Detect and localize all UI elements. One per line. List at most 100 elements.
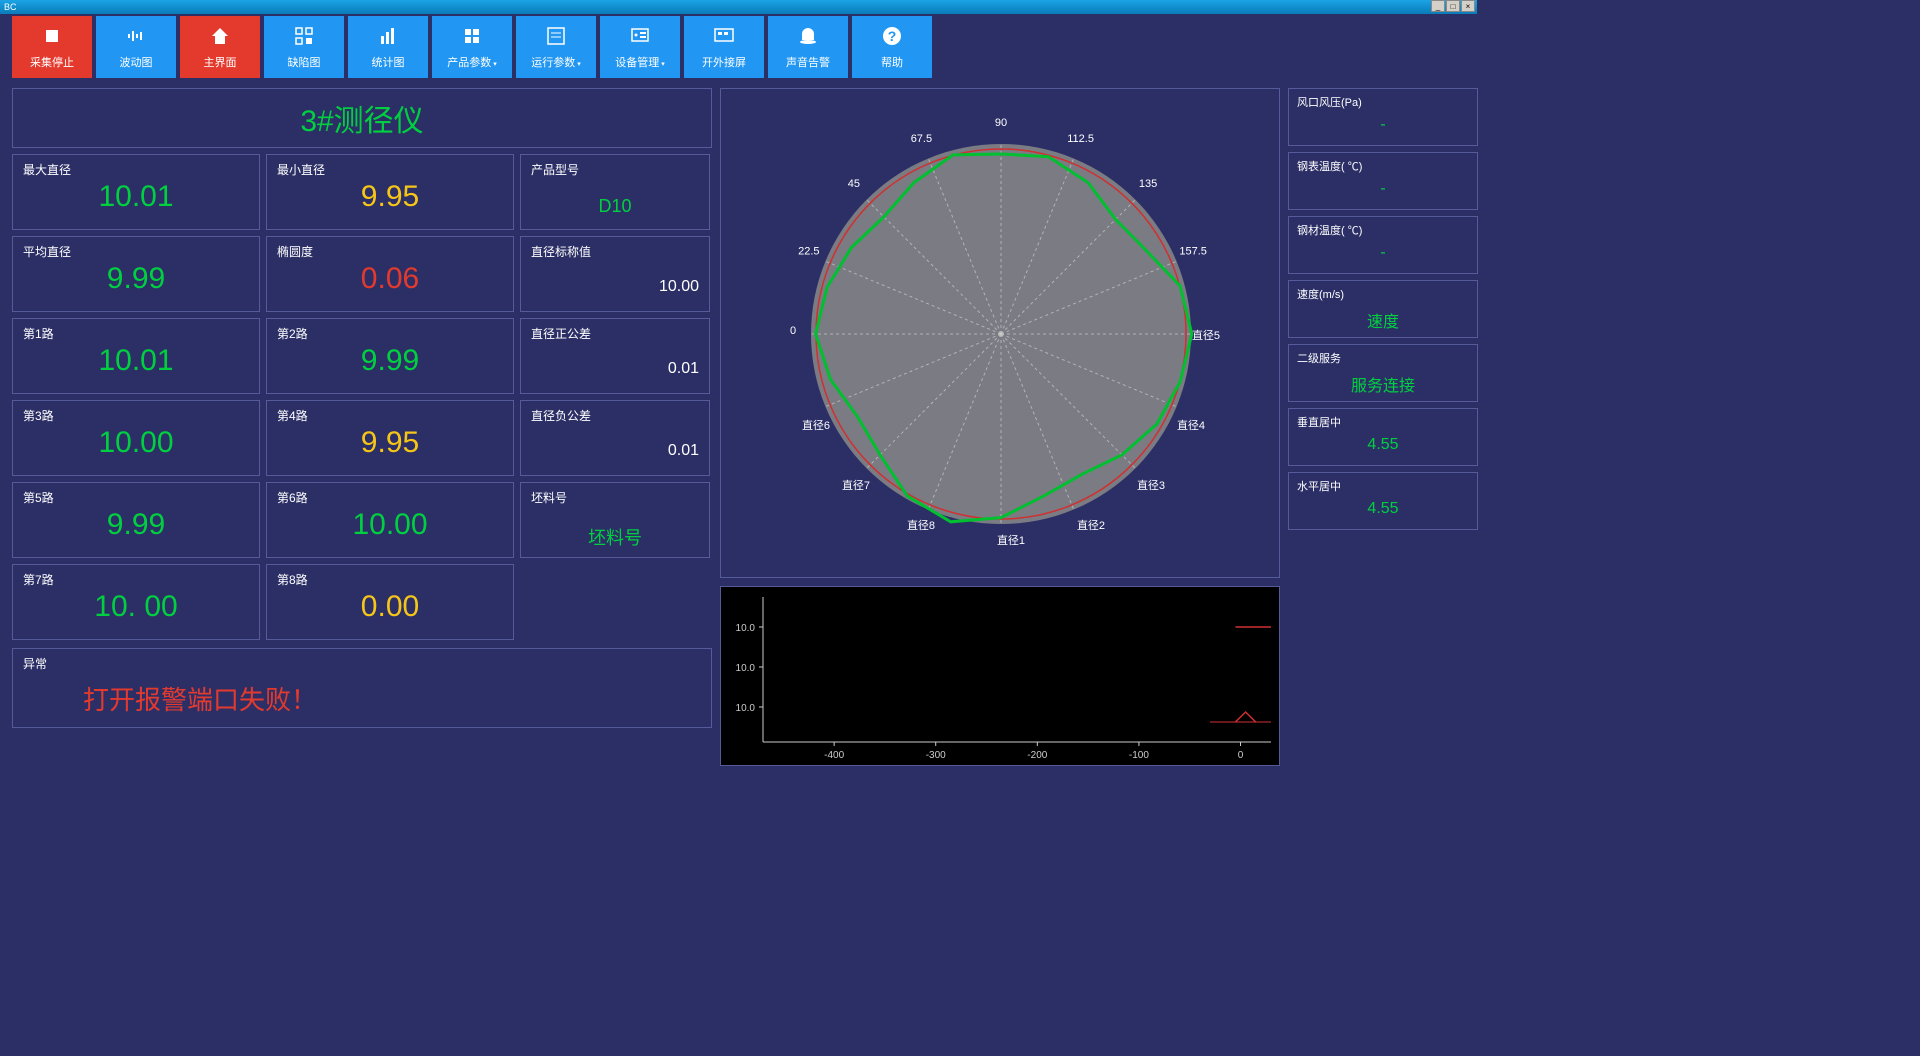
metric-label: 坯料号 bbox=[531, 489, 699, 506]
status-0: 风口风压(Pa) - bbox=[1288, 88, 1478, 146]
qr-icon bbox=[292, 24, 316, 48]
toolbar-label: 产品参数▾ bbox=[447, 54, 497, 70]
status-1: 钢表温度( ℃) - bbox=[1288, 152, 1478, 210]
toolbar-help-button[interactable]: ? 帮助 bbox=[852, 16, 932, 78]
metric-label: 第3路 bbox=[23, 407, 249, 424]
svg-text:直径8: 直径8 bbox=[907, 518, 935, 532]
metric-label: 第2路 bbox=[277, 325, 503, 342]
svg-text:10.0: 10.0 bbox=[736, 623, 756, 634]
status-value: 4.55 bbox=[1297, 500, 1469, 518]
toolbar-alarm-button[interactable]: 声音告警 bbox=[768, 16, 848, 78]
device-title: 3#测径仪 bbox=[12, 88, 712, 148]
metric-ch2: 第2路 9.99 bbox=[266, 318, 514, 394]
status-value: 速度 bbox=[1297, 308, 1469, 332]
toolbar-label: 统计图 bbox=[372, 54, 405, 70]
metric-ch3: 第3路 10.00 bbox=[12, 400, 260, 476]
toolbar-label: 采集停止 bbox=[30, 54, 74, 70]
status-4: 二级服务服务连接 bbox=[1288, 344, 1478, 402]
metric-value: 0.01 bbox=[531, 360, 699, 378]
svg-text:-200: -200 bbox=[1027, 750, 1047, 761]
toolbar-label: 设备管理▾ bbox=[615, 54, 665, 70]
svg-text:直径2: 直径2 bbox=[1077, 518, 1105, 532]
metric-value: 9.95 bbox=[277, 426, 503, 460]
close-icon[interactable]: × bbox=[1461, 0, 1475, 12]
title-bar: BC _ □ × bbox=[0, 0, 1477, 14]
svg-text:-300: -300 bbox=[926, 750, 946, 761]
status-2: 钢材温度( ℃)- bbox=[1288, 216, 1478, 274]
status-value: - bbox=[1297, 116, 1469, 134]
metric-label: 第6路 bbox=[277, 489, 503, 506]
toolbar-device-button[interactable]: 设备管理▾ bbox=[600, 16, 680, 78]
toolbar-wave-button[interactable]: 波动图 bbox=[96, 16, 176, 78]
status-5: 垂直居中 4.55 bbox=[1288, 408, 1478, 466]
maximize-icon[interactable]: □ bbox=[1446, 0, 1460, 12]
metric-label: 直径负公差 bbox=[531, 407, 699, 424]
status-3: 速度(m/s)速度 bbox=[1288, 280, 1478, 338]
metric-oval: 椭圆度0.06 bbox=[266, 236, 514, 312]
metric-value: 9.99 bbox=[23, 508, 249, 542]
svg-text:135: 135 bbox=[1139, 178, 1157, 190]
svg-text:-400: -400 bbox=[824, 750, 844, 761]
metric-nominal: 直径标称值 10.00 bbox=[520, 236, 710, 312]
toolbar-form-button[interactable]: 运行参数▾ bbox=[516, 16, 596, 78]
metric-label: 平均直径 bbox=[23, 243, 249, 260]
toolbar-screen-button[interactable]: 开外接屏 bbox=[684, 16, 764, 78]
toolbar-grid-button[interactable]: 产品参数▾ bbox=[432, 16, 512, 78]
metric-value: 0.00 bbox=[277, 590, 503, 624]
toolbar-label: 帮助 bbox=[881, 54, 903, 70]
grid-icon bbox=[460, 24, 484, 48]
status-label: 风口风压(Pa) bbox=[1297, 94, 1469, 110]
bars-icon bbox=[376, 24, 400, 48]
metric-value: 10. 00 bbox=[23, 590, 249, 624]
toolbar-label: 缺陷图 bbox=[288, 54, 321, 70]
svg-text:10.0: 10.0 bbox=[736, 663, 756, 674]
svg-text:直径3: 直径3 bbox=[1137, 478, 1165, 492]
status-value: 4.55 bbox=[1297, 436, 1469, 454]
metric-label: 直径标称值 bbox=[531, 243, 699, 260]
status-label: 钢表温度( ℃) bbox=[1297, 158, 1469, 174]
metric-value: 10.00 bbox=[531, 278, 699, 296]
stop-icon bbox=[40, 24, 64, 48]
metric-value: 9.99 bbox=[277, 344, 503, 378]
device-icon bbox=[628, 24, 652, 48]
home-icon bbox=[208, 24, 232, 48]
metric-value: D10 bbox=[531, 196, 699, 217]
metric-value: 0.06 bbox=[277, 262, 503, 296]
svg-text:直径1: 直径1 bbox=[997, 533, 1025, 547]
metric-min_d: 最小直径9.95 bbox=[266, 154, 514, 230]
toolbar-qr-button[interactable]: 缺陷图 bbox=[264, 16, 344, 78]
svg-text:22.5: 22.5 bbox=[798, 245, 819, 257]
toolbar-label: 运行参数▾ bbox=[531, 54, 581, 70]
help-icon: ? bbox=[880, 24, 904, 48]
svg-text:直径4: 直径4 bbox=[1177, 418, 1205, 432]
toolbar-bars-button[interactable]: 统计图 bbox=[348, 16, 428, 78]
alarm-panel: 异常 打开报警端口失败！ bbox=[12, 648, 712, 728]
toolbar-home-button[interactable]: 主界面 bbox=[180, 16, 260, 78]
svg-text:157.5: 157.5 bbox=[1179, 245, 1207, 257]
metric-label: 第4路 bbox=[277, 407, 503, 424]
status-value: - bbox=[1297, 244, 1469, 262]
svg-text:0: 0 bbox=[1238, 750, 1244, 761]
status-value: 服务连接 bbox=[1297, 372, 1469, 396]
metric-ptol: 直径正公差0.01 bbox=[520, 318, 710, 394]
metric-label: 第7路 bbox=[23, 571, 249, 588]
svg-text:67.5: 67.5 bbox=[911, 133, 932, 145]
metric-ntol: 直径负公差 0.01 bbox=[520, 400, 710, 476]
toolbar-stop-button[interactable]: 采集停止 bbox=[12, 16, 92, 78]
minimize-icon[interactable]: _ bbox=[1431, 0, 1445, 12]
metric-value: 0.01 bbox=[531, 442, 699, 460]
svg-text:0: 0 bbox=[790, 325, 796, 337]
svg-text:直径5: 直径5 bbox=[1192, 328, 1220, 342]
svg-text:112.5: 112.5 bbox=[1067, 133, 1094, 145]
metric-ch1: 第1路10.01 bbox=[12, 318, 260, 394]
alarm-label: 异常 bbox=[23, 655, 701, 672]
metric-avg_d: 平均直径9.99 bbox=[12, 236, 260, 312]
toolbar-label: 波动图 bbox=[120, 54, 153, 70]
metric-value: 10.00 bbox=[23, 426, 249, 460]
app-title: BC bbox=[4, 2, 17, 12]
status-value: - bbox=[1297, 180, 1469, 198]
metric-value: 9.95 bbox=[277, 180, 503, 214]
svg-text:45: 45 bbox=[848, 178, 860, 190]
svg-text:10.0: 10.0 bbox=[736, 703, 756, 714]
status-label: 垂直居中 bbox=[1297, 414, 1469, 430]
